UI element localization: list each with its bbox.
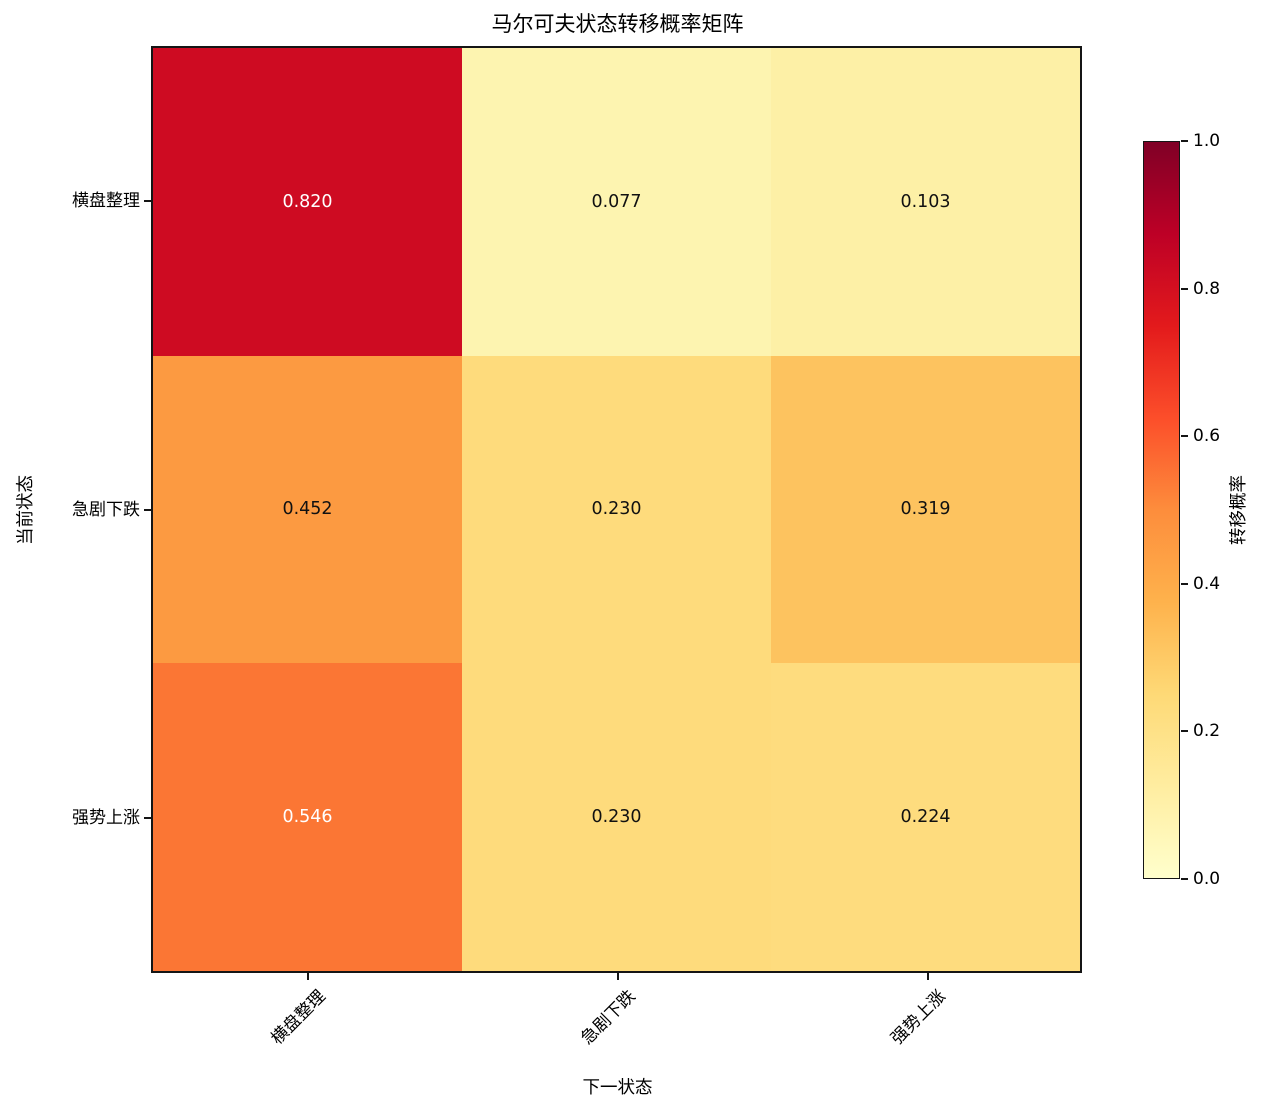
colorbar-tick-label-2: 0.6 — [1193, 426, 1221, 447]
y-tick-mark — [144, 508, 151, 511]
heatmap-cell-r1c2: 0.319 — [771, 355, 1080, 664]
colorbar — [1143, 141, 1180, 879]
x-tick-mark — [926, 973, 929, 980]
colorbar-tick-mark — [1181, 878, 1188, 880]
heatmap-cell-r1c1: 0.230 — [462, 355, 771, 664]
colorbar-tick-label-4: 0.2 — [1193, 721, 1221, 742]
colorbar-tick-label-3: 0.4 — [1193, 573, 1221, 594]
colorbar-label: 转移概率 — [1229, 475, 1249, 545]
heatmap-cell-r0c2: 0.103 — [771, 48, 1080, 356]
colorbar-tick-mark — [1181, 730, 1188, 733]
heatmap-cell-r1c0: 0.452 — [153, 355, 462, 664]
heatmap-plot: 0.820 0.077 0.103 0.452 0.230 0.319 0.546 0.230… — [151, 46, 1082, 973]
colorbar-tick-label-5: 0.0 — [1193, 869, 1221, 889]
y-tick-label-0: 横盘整理 — [72, 191, 140, 212]
heatmap-cell-r2c1: 0.230 — [462, 663, 771, 971]
x-tick-label-2: 强势上涨 — [886, 986, 950, 1049]
x-tick-mark — [616, 973, 619, 980]
colorbar-tick-label-1: 0.8 — [1193, 278, 1221, 299]
colorbar-tick-mark — [1181, 287, 1188, 290]
y-tick-label-2: 强势上涨 — [72, 807, 140, 828]
x-axis-label: 下一状态 — [582, 1078, 653, 1098]
heatmap-cell-r2c0: 0.546 — [153, 663, 462, 971]
y-tick-label-1: 急剧下跌 — [72, 499, 140, 520]
y-axis-label: 当前状态 — [16, 475, 36, 545]
colorbar-tick-mark — [1181, 435, 1188, 438]
colorbar-tick-mark — [1181, 582, 1188, 585]
y-tick-mark — [144, 200, 151, 203]
x-tick-label-0: 横盘整理 — [266, 986, 330, 1049]
chart-title: 马尔可夫状态转移概率矩阵 — [491, 12, 744, 36]
y-tick-mark — [144, 816, 151, 819]
x-tick-mark — [306, 973, 309, 980]
heatmap-cell-r0c0: 0.820 — [153, 48, 462, 356]
heatmap-cell-r0c1: 0.077 — [462, 48, 771, 356]
colorbar-gradient — [1144, 142, 1179, 878]
x-tick-label-1: 急剧下跌 — [576, 986, 640, 1049]
colorbar-tick-mark — [1181, 140, 1188, 142]
heatmap-cell-r2c2: 0.224 — [771, 663, 1080, 971]
colorbar-tick-label-0: 1.0 — [1193, 131, 1221, 151]
